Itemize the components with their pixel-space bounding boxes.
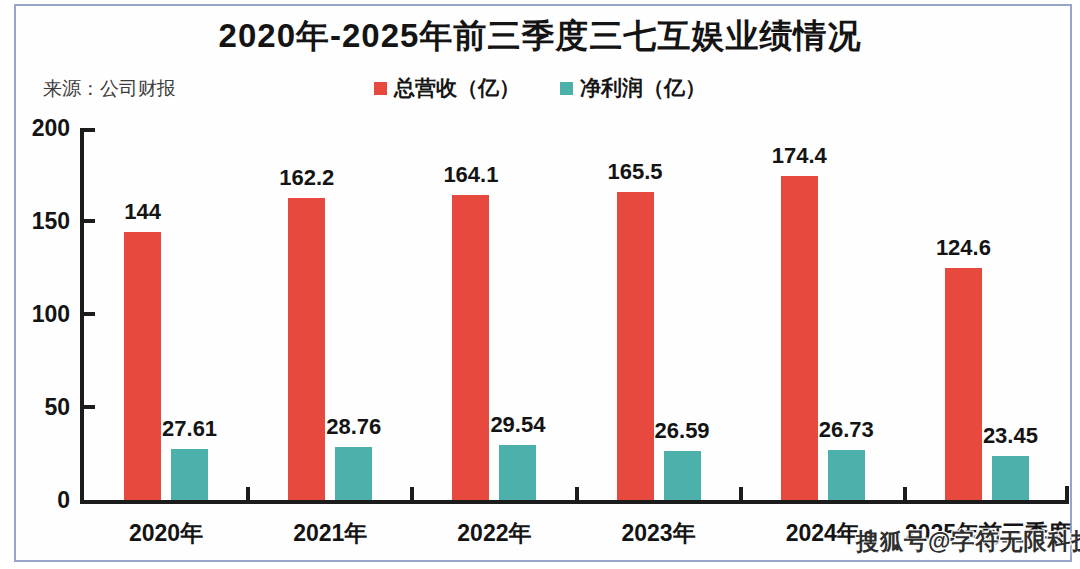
- bar-group: 164.129.542022年: [412, 128, 576, 500]
- revenue-bar: [124, 232, 161, 500]
- plot-area: 05010015020014427.612020年162.228.762021年…: [80, 128, 1069, 504]
- y-axis-label: 200: [32, 115, 70, 142]
- profit-swatch-icon: [560, 82, 573, 95]
- profit-bar: [828, 450, 865, 500]
- value-label: 26.73: [819, 417, 874, 443]
- legend-item-revenue: 总营收（亿）: [374, 74, 520, 102]
- x-axis-tick: [903, 487, 907, 500]
- y-axis-label: 150: [32, 208, 70, 235]
- value-label: 144: [124, 199, 161, 225]
- bar-group: 14427.612020年: [84, 128, 248, 500]
- x-axis-tick: [575, 487, 579, 500]
- legend-item-profit: 净利润（亿）: [560, 74, 706, 102]
- value-label: 165.5: [608, 159, 663, 185]
- y-axis-label: 50: [44, 394, 70, 421]
- x-axis-tick: [246, 487, 250, 500]
- value-label: 26.59: [655, 418, 710, 444]
- legend: 总营收（亿） 净利润（亿）: [0, 74, 1080, 102]
- revenue-bar: [617, 192, 654, 500]
- bar-group: 162.228.762021年: [248, 128, 412, 500]
- value-label: 28.76: [326, 414, 381, 440]
- profit-bar: [499, 445, 536, 500]
- revenue-bar: [945, 268, 982, 500]
- profit-bar: [171, 449, 208, 500]
- revenue-bar: [452, 195, 489, 500]
- bar-group: 174.426.732024年: [741, 128, 905, 500]
- y-axis-label: 0: [57, 487, 70, 514]
- value-label: 27.61: [162, 416, 217, 442]
- revenue-bar: [781, 176, 818, 500]
- value-label: 29.54: [490, 412, 545, 438]
- bar-group: 165.526.592023年: [577, 128, 741, 500]
- chart-page: 2020年-2025年前三季度三七互娱业绩情况 来源：公司财报 总营收（亿） 净…: [0, 0, 1080, 569]
- value-label: 162.2: [279, 165, 334, 191]
- profit-bar: [664, 451, 701, 500]
- profit-bar: [992, 456, 1029, 500]
- value-label: 164.1: [443, 162, 498, 188]
- value-label: 124.6: [936, 235, 991, 261]
- value-label: 174.4: [772, 143, 827, 169]
- x-axis-label: 2022年: [412, 518, 576, 549]
- chart-title: 2020年-2025年前三季度三七互娱业绩情况: [0, 14, 1080, 59]
- revenue-swatch-icon: [374, 82, 387, 95]
- x-axis-tick: [410, 487, 414, 500]
- legend-label-revenue: 总营收（亿）: [394, 74, 520, 102]
- bar-group: 124.623.452025年前三季度: [905, 128, 1069, 500]
- x-axis-label: 2023年: [577, 518, 741, 549]
- legend-label-profit: 净利润（亿）: [580, 74, 706, 102]
- x-axis-label: 2021年: [248, 518, 412, 549]
- profit-bar: [335, 447, 372, 500]
- value-label: 23.45: [983, 423, 1038, 449]
- x-axis-tick: [739, 487, 743, 500]
- x-axis-label: 2020年: [84, 518, 248, 549]
- watermark: 搜狐号@字符无限科技: [856, 526, 1080, 557]
- y-axis-label: 100: [32, 301, 70, 328]
- revenue-bar: [288, 198, 325, 500]
